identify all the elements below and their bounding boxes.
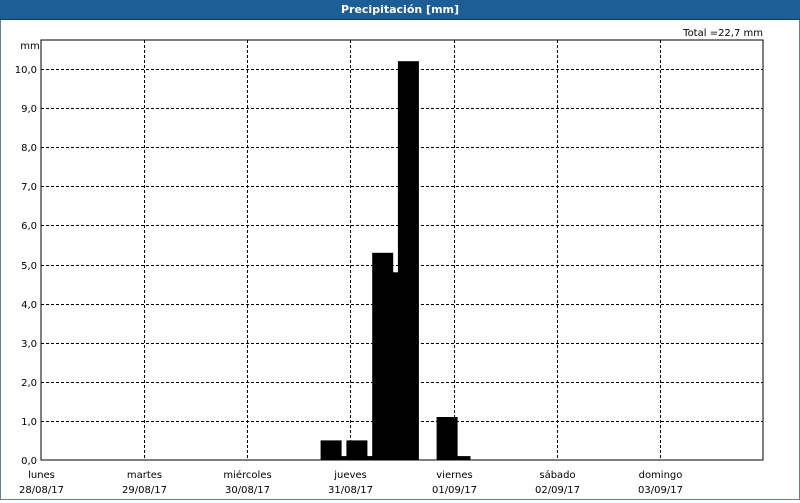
x-tick-date-label: 01/09/17 xyxy=(432,485,477,496)
x-tick-date-label: 29/08/17 xyxy=(122,485,167,496)
bars xyxy=(320,61,471,460)
x-tick-day-label: martes xyxy=(127,470,162,481)
precipitation-bar xyxy=(346,440,368,460)
precipitation-bar xyxy=(449,456,471,460)
x-tick-day-label: viernes xyxy=(436,470,472,481)
y-tick-label: 4,0 xyxy=(21,300,37,311)
y-tick-label: 2,0 xyxy=(21,378,37,389)
y-tick-label: 6,0 xyxy=(21,221,37,232)
x-tick-date-label: 30/08/17 xyxy=(225,485,270,496)
x-tick-day-label: lunes xyxy=(28,470,55,481)
y-tick-label: 5,0 xyxy=(21,261,37,272)
precipitation-bar xyxy=(333,456,355,460)
axes: 0,0 1,0 2,0 3,0 4,0 5,0 6,0 7,0 8,0 9,0 10,0 lunes 2… xyxy=(15,39,764,496)
precipitation-chart: 0,0 1,0 2,0 3,0 4,0 5,0 6,0 7,0 8,0 9,0 10,0 lunes 2… xyxy=(15,28,764,496)
precipitation-bar xyxy=(436,417,458,460)
y-tick-label: 8,0 xyxy=(21,143,37,154)
y-tick-label: 10,0 xyxy=(15,65,37,76)
precipitation-bar xyxy=(359,456,381,460)
x-tick-date-label: 31/08/17 xyxy=(328,485,373,496)
x-tick-date-label: 02/09/17 xyxy=(535,485,580,496)
y-tick-label: 7,0 xyxy=(21,182,37,193)
x-tick-date-label: 03/09/17 xyxy=(638,485,683,496)
x-tick-day-label: miércoles xyxy=(223,469,271,481)
y-tick-label: 9,0 xyxy=(21,104,37,115)
y-tick-label: 0,0 xyxy=(21,456,37,467)
total-label: Total =22,7 mm xyxy=(682,28,763,39)
x-tick-day-label: sábado xyxy=(539,469,575,481)
precipitation-bar xyxy=(397,61,419,460)
x-tick-date-label: 28/08/17 xyxy=(19,485,64,496)
chart-title: Precipitación [mm] xyxy=(0,0,800,20)
chart-frame: 0,0 1,0 2,0 3,0 4,0 5,0 6,0 7,0 8,0 9,0 10,0 lunes 2… xyxy=(0,20,800,500)
x-tick-day-label: domingo xyxy=(639,470,683,481)
x-tick-day-label: jueves xyxy=(333,470,367,481)
y-axis-unit-label: mm xyxy=(20,41,39,52)
plot-border xyxy=(40,39,764,461)
precipitation-bar xyxy=(320,440,342,460)
y-tick-label: 3,0 xyxy=(21,339,37,350)
y-tick-label: 1,0 xyxy=(21,417,37,428)
